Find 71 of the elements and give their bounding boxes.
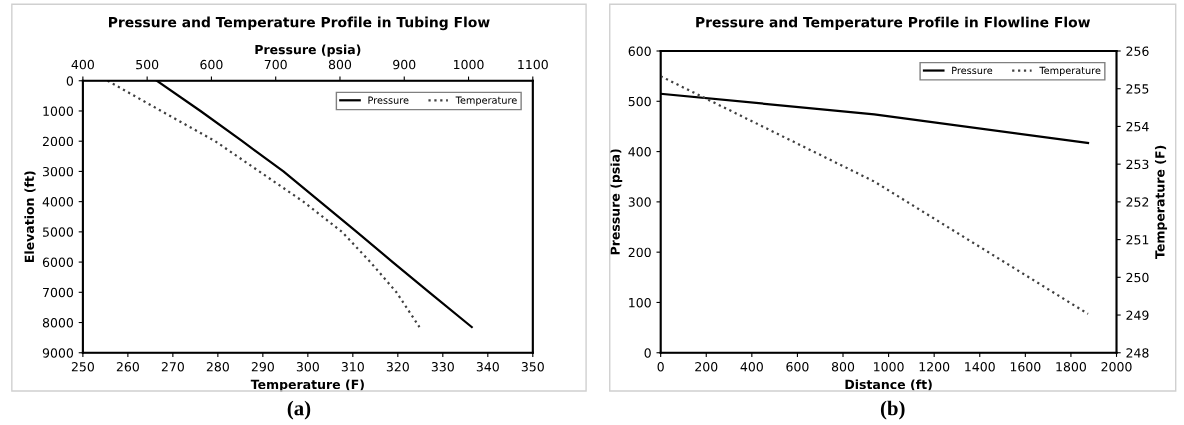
x2-tick-label: 500	[136, 59, 159, 70]
x-tick-label: 340	[476, 362, 499, 372]
y-tick-label: 9000	[42, 348, 74, 358]
y-tick-label: 6000	[42, 257, 74, 268]
y2-tick-label: 254	[1126, 121, 1149, 132]
x2-tick-label: 600	[200, 59, 223, 70]
x2-axis-title: Pressure (psia)	[255, 44, 361, 57]
x2-tick-label: 700	[264, 59, 287, 70]
y-tick-label: 1000	[43, 106, 74, 116]
y-tick-label: 8000	[42, 318, 74, 328]
x-tick-label: 250	[71, 362, 94, 372]
x-tick-label: 1800	[1056, 362, 1086, 372]
chart-title: Pressure and Temperature Profile in Tubing Flow	[109, 16, 490, 31]
y2-axis-title: Temperature (F)	[1154, 145, 1168, 259]
x-tick-label: 0	[657, 362, 664, 372]
line-series	[106, 80, 421, 329]
y-tick-label: 5000	[43, 227, 74, 237]
y2-tick-label: 255	[1126, 84, 1149, 94]
y-tick-label: 300	[628, 197, 651, 207]
x-tick-label: 310	[341, 362, 364, 372]
y-axis-title: Pressure (psia)	[610, 149, 623, 255]
x-tick-label: 300	[296, 362, 319, 372]
x-tick-label: 800	[831, 362, 855, 372]
x-tick-label: 270	[161, 362, 184, 372]
y-tick-label: 4000	[42, 197, 74, 207]
x-tick-label: 280	[206, 362, 229, 372]
legend-label: Pressure	[952, 66, 993, 75]
x-tick-label: 200	[695, 362, 718, 372]
y2-tick-label: 256	[1126, 46, 1149, 56]
x2-tick-label: 1000	[453, 59, 484, 70]
x2-tick-label: 900	[393, 59, 416, 70]
y-axis-title: Elevation (ft)	[24, 171, 36, 263]
x2-tick-label: 400	[71, 59, 94, 70]
chart-title: Pressure and Temperature Profile in Flowline Flow	[696, 16, 1091, 31]
x-tick-label: 350	[521, 362, 544, 372]
x-tick-label: 1600	[1010, 362, 1041, 372]
x-tick-label: 320	[386, 362, 409, 372]
x-tick-label: 1200	[919, 362, 950, 372]
x-tick-label: 1000	[874, 362, 904, 372]
x-tick-label: 290	[251, 362, 274, 372]
y-tick-label: 500	[628, 96, 651, 107]
x-axis-title: Temperature (F)	[250, 379, 364, 392]
y-tick-label: 600	[628, 46, 651, 56]
text: (b)	[880, 400, 905, 420]
y-tick-label: 200	[628, 247, 651, 258]
legend-label: Temperature	[455, 96, 517, 106]
y-tick-label: 0	[66, 76, 74, 86]
x-tick-label: 2000	[1101, 362, 1132, 372]
x-tick-label: 1400	[965, 362, 995, 372]
y2-tick-label: 250	[1126, 272, 1149, 283]
legend-label: Temperature	[1039, 66, 1101, 76]
y2-tick-label: 253	[1126, 159, 1149, 170]
x2-tick-label: 800	[328, 59, 352, 70]
y-tick-label: 0	[644, 348, 651, 358]
x-tick-label: 260	[116, 362, 139, 372]
y2-tick-label: 252	[1126, 197, 1149, 207]
text: (a)	[287, 400, 311, 420]
y-tick-label: 2000	[42, 136, 74, 147]
x-axis-title: Distance (ft)	[845, 379, 932, 391]
y-tick-label: 3000	[42, 166, 74, 177]
y2-tick-label: 249	[1126, 310, 1149, 320]
legend-label: Pressure	[368, 96, 409, 104]
y-tick-label: 7000	[43, 287, 74, 298]
x-tick-label: 600	[786, 362, 809, 372]
x-tick-label: 330	[431, 362, 454, 372]
y2-tick-label: 251	[1126, 235, 1149, 245]
x-tick-label: 400	[740, 362, 763, 372]
x2-tick-label: 1100	[518, 59, 548, 70]
y-tick-label: 400	[628, 147, 651, 157]
y2-tick-label: 248	[1126, 348, 1149, 358]
y-tick-label: 100	[629, 297, 651, 308]
